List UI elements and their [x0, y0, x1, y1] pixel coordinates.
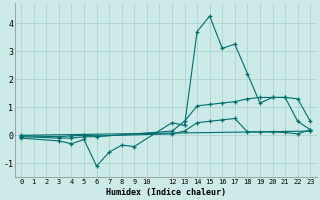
X-axis label: Humidex (Indice chaleur): Humidex (Indice chaleur) [106, 188, 226, 197]
